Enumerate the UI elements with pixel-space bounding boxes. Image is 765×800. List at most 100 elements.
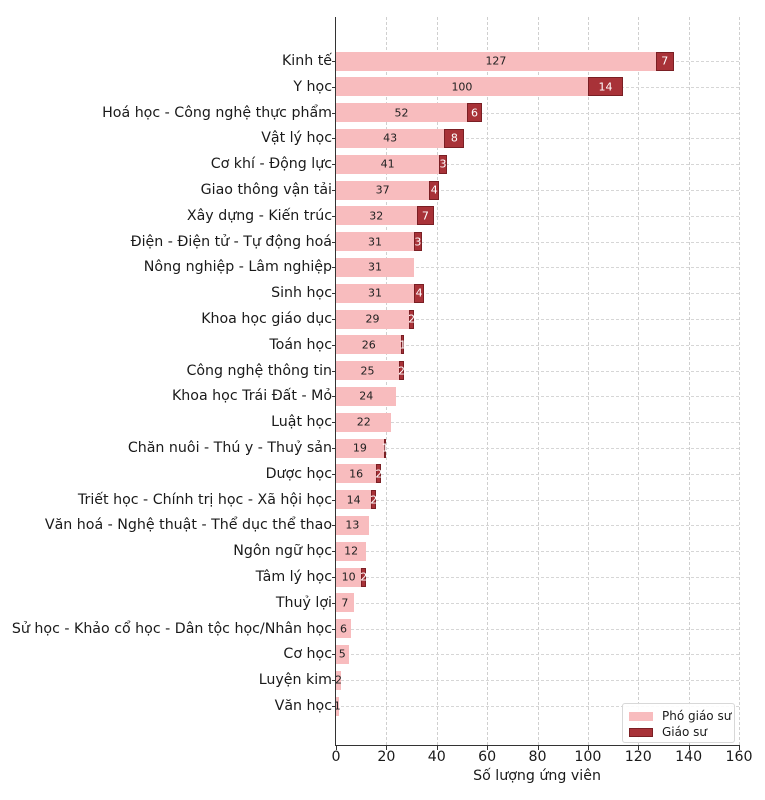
bar-associate-professor [336, 232, 415, 252]
legend-label-assoc: Phó giáo sư [662, 709, 732, 723]
category-label: Luật học [271, 414, 332, 431]
bar-value-associate: 10 [341, 570, 356, 584]
y-tick-mark [332, 396, 336, 398]
category-label: Kinh tế [281, 53, 332, 69]
bar-value-associate: 1 [333, 699, 341, 713]
vertical-gridline [487, 17, 489, 745]
bar-full-professor [371, 490, 377, 510]
x-tick-label: 0 [331, 749, 341, 765]
horizontal-gridline [336, 112, 739, 114]
bar-value-full: 1 [399, 338, 407, 352]
bar-associate-professor [336, 103, 467, 123]
bar-value-associate: 31 [368, 235, 383, 249]
bar-associate-professor [336, 283, 415, 303]
x-tick-mark [436, 745, 438, 750]
bar-associate-professor [336, 386, 397, 406]
x-tick-label: 40 [427, 749, 446, 765]
bar-associate-professor [336, 335, 402, 355]
horizontal-gridline [336, 138, 739, 140]
category-label: Cơ khí - Động lực [210, 156, 332, 173]
bar-value-full: 4 [430, 183, 438, 197]
bar-value-associate: 26 [361, 338, 376, 352]
bar-associate-professor [336, 619, 352, 639]
legend: Phó giáo sư Giáo sư [622, 703, 735, 743]
bar-value-full: 7 [421, 209, 429, 223]
vertical-gridline [587, 17, 589, 745]
vertical-gridline [638, 17, 640, 745]
bar-value-associate: 22 [356, 415, 371, 429]
bar-value-full: 7 [661, 54, 669, 68]
x-tick-mark [638, 745, 640, 750]
category-label: Ngôn ngữ học [233, 543, 332, 560]
horizontal-gridline [336, 422, 739, 424]
bar-value-associate: 14 [346, 493, 361, 507]
legend-item-assoc: Phó giáo sư [629, 709, 731, 723]
horizontal-gridline [336, 706, 739, 707]
bar-full-professor [655, 51, 674, 71]
bar-associate-professor [336, 644, 349, 664]
category-label: Tâm lý học [255, 569, 332, 585]
bar-associate-professor [336, 567, 362, 587]
horizontal-gridline [336, 241, 739, 243]
bar-full-professor [466, 103, 483, 123]
bar-value-associate: 7 [341, 596, 349, 610]
bar-associate-professor [336, 51, 656, 71]
y-tick-mark [332, 473, 336, 475]
horizontal-gridline [336, 551, 739, 553]
vertical-gridline [739, 17, 740, 745]
category-label: Sinh học [271, 285, 332, 302]
x-tick-label: 60 [478, 749, 497, 765]
bar-value-associate: 43 [383, 131, 398, 145]
bar-full-professor [429, 180, 440, 200]
y-tick-mark [332, 551, 336, 553]
y-tick-mark [332, 267, 336, 269]
bar-full-professor [401, 335, 404, 355]
bar-full-professor [414, 232, 422, 252]
horizontal-gridline [336, 319, 739, 320]
y-tick-mark [332, 706, 336, 707]
bar-value-associate: 52 [394, 106, 409, 120]
x-tick-label: 80 [528, 749, 547, 765]
y-tick-mark [332, 499, 336, 501]
category-label: Cơ học [283, 646, 332, 663]
y-tick-mark [332, 370, 336, 372]
category-label: Luyện kim [258, 672, 332, 689]
horizontal-gridline [336, 654, 739, 656]
x-tick-mark [537, 745, 539, 750]
bar-value-associate: 16 [349, 467, 364, 481]
category-label: Nông nghiệp - Lâm nghiệp [143, 259, 332, 276]
category-label: Văn hoá - Nghệ thuật - Thể dục thể thao [44, 517, 332, 534]
y-tick-mark [332, 138, 336, 140]
legend-item-full: Giáo sư [629, 725, 707, 739]
bar-value-full: 8 [450, 131, 458, 145]
x-tick-mark [386, 745, 388, 750]
legend-swatch-full [629, 727, 653, 737]
bar-value-associate: 12 [344, 544, 359, 558]
category-label: Sử học - Khảo cổ học - Dân tộc học/Nhân … [11, 620, 332, 637]
vertical-gridline [688, 17, 690, 745]
category-label: Y học [293, 78, 332, 95]
bar-associate-professor [336, 206, 417, 226]
x-tick-label: 140 [675, 749, 703, 765]
horizontal-gridline [336, 164, 739, 166]
category-label: Chăn nuôi - Thú y - Thuỷ sản [127, 440, 332, 456]
bar-full-professor [398, 361, 404, 381]
y-tick-mark [332, 112, 336, 114]
horizontal-gridline [336, 448, 739, 449]
category-label: Dược học [265, 465, 332, 482]
bar-associate-professor [336, 438, 384, 458]
horizontal-gridline [336, 267, 739, 269]
x-tick-label: 100 [574, 749, 602, 765]
horizontal-gridline [336, 190, 739, 191]
bar-value-full: 3 [414, 235, 422, 249]
category-label: Hoá học - Công nghệ thực phẩm [102, 104, 332, 121]
bar-value-full: 3 [439, 157, 447, 171]
bar-value-full: 2 [370, 493, 378, 507]
y-tick-mark [332, 190, 336, 191]
bar-associate-professor [336, 541, 367, 561]
category-label: Triết học - Chính trị học - Xã hội học [77, 491, 332, 508]
bar-associate-professor [336, 464, 377, 484]
x-tick-label: 160 [725, 749, 753, 765]
horizontal-gridline [336, 344, 739, 346]
bar-associate-professor [336, 515, 369, 535]
